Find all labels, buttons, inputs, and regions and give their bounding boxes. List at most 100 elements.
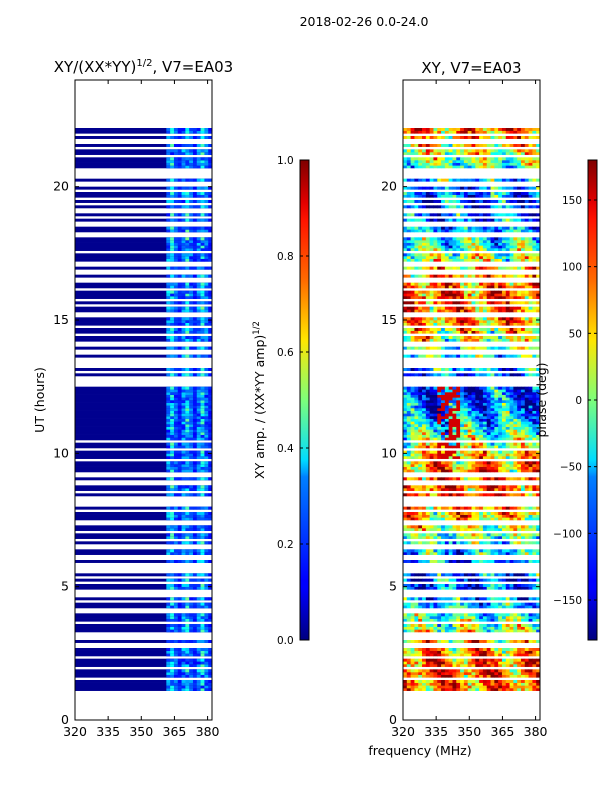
right-heatmap-cell bbox=[475, 296, 480, 299]
right-heatmap-cell bbox=[437, 274, 442, 278]
right-heatmap-cell bbox=[463, 624, 469, 627]
right-heatmap-cell bbox=[406, 424, 412, 427]
right-heatmap-cell bbox=[532, 389, 537, 393]
left-heatmap-cell bbox=[200, 285, 205, 289]
right-heatmap-cell bbox=[536, 317, 540, 321]
left-heatmap-cell bbox=[185, 445, 190, 449]
left-heatmap-cell bbox=[173, 296, 179, 299]
right-heatmap-cell bbox=[501, 517, 507, 521]
right-heatmap-cell bbox=[524, 653, 529, 657]
right-heatmap-cell bbox=[467, 402, 472, 406]
right-heatmap-cell bbox=[448, 293, 453, 297]
right-heatmap-cell bbox=[509, 426, 514, 430]
left-heatmap-cell bbox=[181, 160, 186, 163]
right-heatmap-cell bbox=[532, 418, 537, 422]
right-heatmap-cell bbox=[460, 626, 465, 630]
left-heatmap-cell bbox=[196, 413, 201, 417]
left-heatmap-cell bbox=[181, 368, 186, 371]
right-heatmap-cell bbox=[460, 373, 465, 377]
right-heatmap-cell bbox=[406, 338, 412, 342]
right-heatmap-cell bbox=[433, 664, 438, 667]
right-heatmap-cell bbox=[456, 429, 461, 433]
right-heatmap-cell bbox=[441, 541, 446, 545]
right-heatmap-cell bbox=[501, 354, 507, 358]
left-heatmap-cell bbox=[185, 253, 190, 257]
left-heatmap-cell bbox=[170, 322, 175, 326]
left-heatmap-cell bbox=[189, 416, 194, 419]
right-heatmap-cell bbox=[403, 680, 408, 683]
right-heatmap-cell bbox=[532, 282, 537, 286]
right-heatmap-cell bbox=[433, 661, 438, 665]
right-heatmap-cell bbox=[467, 528, 472, 531]
right-heatmap-cell bbox=[467, 685, 472, 689]
left-heatmap-cell bbox=[173, 309, 179, 313]
left-heatmap-cell bbox=[192, 338, 198, 342]
right-heatmap-cell bbox=[452, 437, 457, 441]
left-heatmap-cell bbox=[185, 256, 190, 259]
left-heatmap-cell bbox=[192, 525, 198, 529]
right-heatmap-cell bbox=[482, 456, 488, 459]
left-heatmap-cell bbox=[192, 688, 198, 691]
right-heatmap-cell bbox=[414, 528, 419, 531]
right-heatmap-cell bbox=[536, 629, 540, 633]
right-heatmap-cell bbox=[505, 429, 510, 433]
right-heatmap-cell bbox=[422, 402, 427, 406]
right-heatmap-cell bbox=[406, 320, 412, 323]
right-heatmap-cell bbox=[448, 653, 453, 657]
right-heatmap-cell bbox=[475, 328, 480, 331]
right-heatmap-cell bbox=[513, 682, 518, 686]
right-heatmap-cell bbox=[410, 461, 415, 465]
right-heatmap-cell bbox=[444, 514, 450, 518]
right-heatmap-cell bbox=[452, 493, 457, 497]
left-heatmap-cell bbox=[177, 685, 182, 689]
left-heatmap-cell bbox=[200, 648, 205, 651]
left-heatmap-cell bbox=[177, 322, 182, 326]
left-heatmap-cell bbox=[200, 488, 205, 491]
right-heatmap-cell bbox=[425, 541, 431, 545]
left-heatmap-cell bbox=[208, 602, 212, 606]
right-heatmap-cell bbox=[471, 674, 476, 678]
right-heatmap-cell bbox=[422, 410, 427, 414]
right-heatmap-cell bbox=[467, 669, 472, 673]
left-heatmap-cell bbox=[170, 229, 175, 233]
left-heatmap-cell bbox=[170, 672, 175, 675]
right-heatmap-cell bbox=[441, 437, 446, 441]
left-heatmap-cell bbox=[208, 186, 212, 190]
right-heatmap-cell bbox=[463, 282, 469, 286]
right-heatmap-cell bbox=[463, 392, 469, 395]
right-heatmap-cell bbox=[441, 514, 446, 518]
left-heatmap-cell bbox=[204, 128, 209, 131]
right-heatmap-cell bbox=[463, 434, 469, 438]
right-heatmap-cell bbox=[429, 410, 434, 414]
right-heatmap-cell bbox=[524, 597, 529, 601]
right-heatmap-cell bbox=[467, 386, 472, 390]
right-heatmap-cell bbox=[444, 429, 450, 433]
right-heatmap-cell bbox=[448, 578, 453, 582]
left-heatmap-cell bbox=[177, 650, 182, 654]
right-heatmap-cell bbox=[406, 282, 412, 286]
right-heatmap-cell bbox=[524, 429, 529, 433]
right-heatmap-cell bbox=[536, 301, 540, 305]
left-heatmap-cell bbox=[196, 533, 201, 537]
right-heatmap-cell bbox=[463, 517, 469, 521]
left-heatmap-cell bbox=[166, 248, 171, 251]
left-heatmap-cell bbox=[173, 405, 179, 409]
left-heatmap-cell bbox=[173, 192, 179, 195]
right-heatmap-cell bbox=[452, 320, 457, 323]
right-heatmap-cell bbox=[429, 669, 434, 673]
left-heatmap-cell bbox=[208, 674, 212, 678]
right-heatmap-cell bbox=[501, 389, 507, 393]
left-heatmap-cell bbox=[170, 658, 175, 662]
left-heatmap-cell bbox=[208, 200, 212, 203]
right-heatmap-cell bbox=[532, 405, 537, 409]
right-heatmap-cell bbox=[410, 456, 415, 459]
right-heatmap-cell bbox=[406, 386, 412, 390]
left-heatmap-cell bbox=[177, 338, 182, 342]
left-heatmap-cell bbox=[166, 144, 171, 147]
left-heatmap-cell bbox=[200, 466, 205, 470]
right-heatmap-cell bbox=[520, 450, 526, 454]
right-heatmap-cell bbox=[471, 672, 476, 675]
left-heatmap-cell bbox=[204, 685, 209, 689]
right-heatmap-cell bbox=[463, 445, 469, 449]
right-heatmap-cell bbox=[520, 560, 526, 563]
